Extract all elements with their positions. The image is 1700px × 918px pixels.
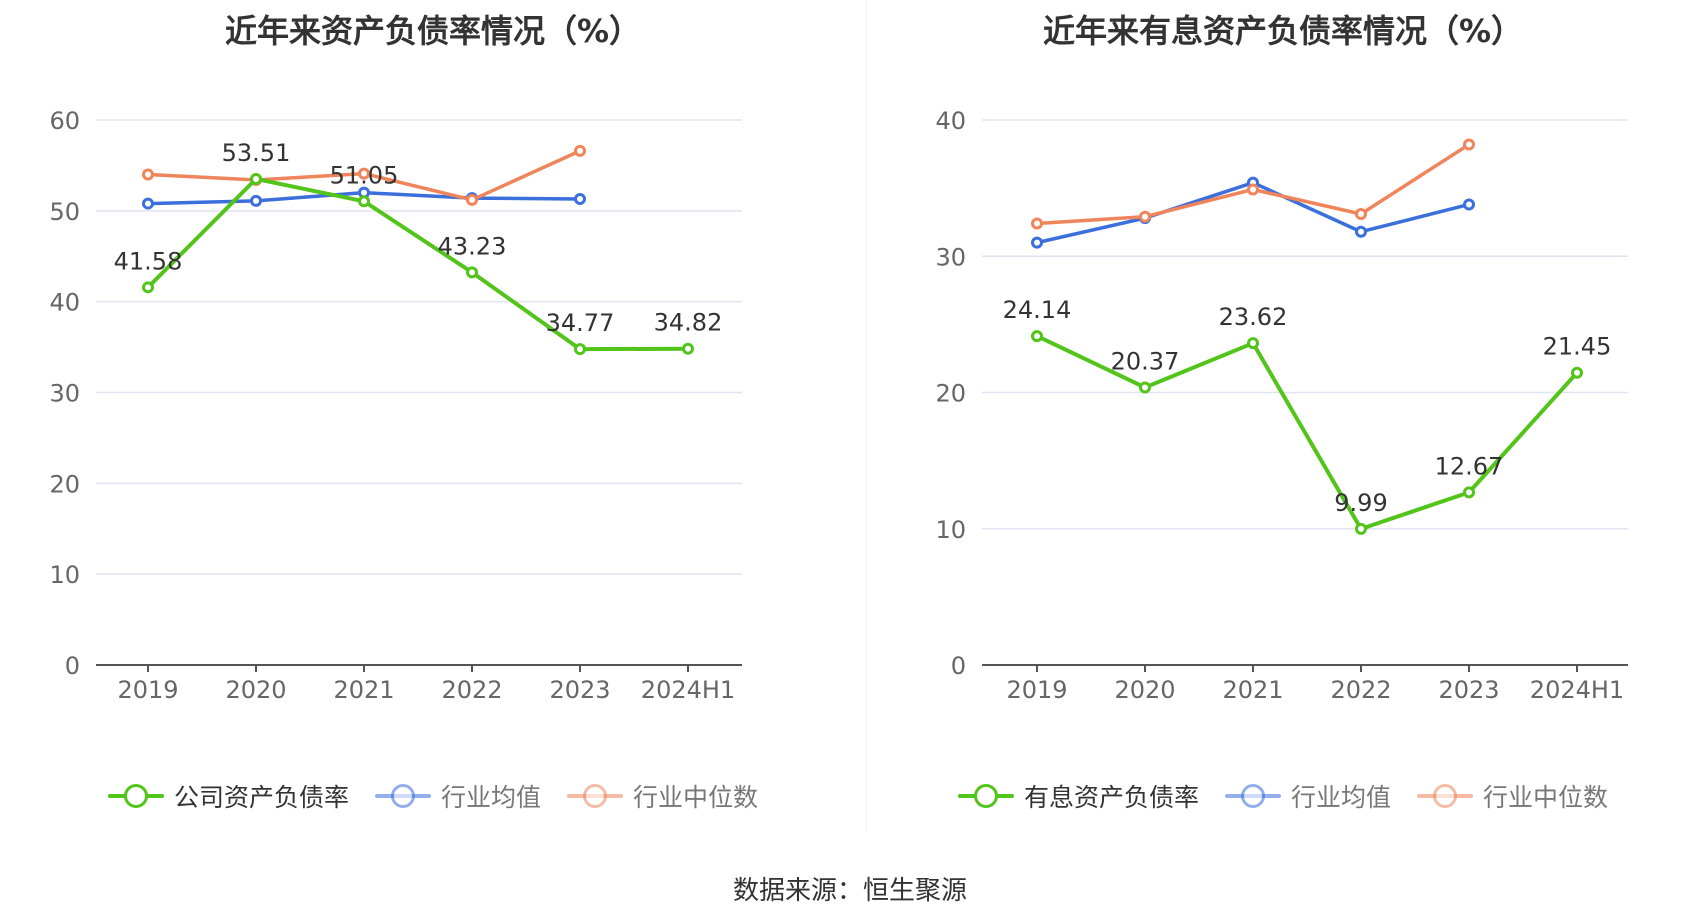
line-chart-interest-bearing: 0 10 20 30 40 2019 2020 2021 2022 2023 2024H1 24.14… xyxy=(935,107,1628,704)
x-tick-label: 2022 xyxy=(441,676,502,704)
data-label: 23.62 xyxy=(1219,303,1288,331)
data-point xyxy=(142,168,154,181)
data-point xyxy=(1463,198,1475,211)
legend-label: 公司资产负债率 xyxy=(173,783,349,812)
x-tick-label: 2019 xyxy=(117,676,178,704)
x-tick-label: 2021 xyxy=(1222,676,1283,704)
legend-item[interactable]: 行业均值 xyxy=(374,778,541,814)
data-label: 34.77 xyxy=(546,309,615,337)
y-tick-label: 60 xyxy=(49,107,80,135)
data-source: 数据来源：恒生聚源 xyxy=(732,876,967,906)
data-point xyxy=(142,197,154,210)
legend-marker-icon xyxy=(567,784,623,808)
legend-marker-icon xyxy=(1224,784,1281,808)
legend-label: 有息资产负债率 xyxy=(1023,783,1199,812)
chart-legend: 公司资产负债率 行业均值 行业中位数 xyxy=(0,778,866,814)
data-point xyxy=(1571,366,1583,379)
legend-marker-icon xyxy=(107,784,164,808)
data-label: 12.67 xyxy=(1435,452,1504,480)
series-2 xyxy=(1031,138,1475,230)
legend-label: 行业均值 xyxy=(1290,783,1391,812)
x-tick-label: 2023 xyxy=(549,676,610,704)
y-tick-label: 0 xyxy=(65,652,80,680)
data-point xyxy=(358,167,370,180)
data-point xyxy=(466,266,478,279)
chart-panel-interest-bearing: 近年来有息资产负债率情况（%） 0 10 20 30 40 2019 2020 2021 202… xyxy=(866,0,1700,830)
x-tick-label: 2021 xyxy=(333,676,394,704)
data-label: 43.23 xyxy=(438,232,507,260)
data-label: 21.45 xyxy=(1543,333,1612,361)
legend-item[interactable]: 行业均值 xyxy=(1224,778,1391,814)
data-point xyxy=(358,195,370,208)
data-point xyxy=(466,193,478,206)
data-label: 51.05 xyxy=(330,161,399,189)
data-label: 41.58 xyxy=(114,247,183,275)
data-label: 9.99 xyxy=(1334,489,1387,517)
data-point xyxy=(682,342,694,355)
x-tick-label: 2024H1 xyxy=(641,676,735,704)
data-point xyxy=(1247,183,1259,196)
y-tick-label: 40 xyxy=(935,107,966,135)
data-point xyxy=(1031,330,1043,343)
data-point xyxy=(1355,225,1367,238)
series-line xyxy=(1036,334,1579,531)
x-tick-label: 2024H1 xyxy=(1530,676,1624,704)
x-tick-label: 2023 xyxy=(1438,676,1499,704)
data-point xyxy=(1463,138,1475,151)
data-point xyxy=(1355,208,1367,221)
y-tick-label: 50 xyxy=(49,198,80,226)
data-point xyxy=(1463,486,1475,499)
data-label: 24.14 xyxy=(1003,296,1072,324)
data-point xyxy=(574,343,586,356)
data-point xyxy=(1247,337,1259,350)
data-point xyxy=(1139,210,1151,223)
legend-item[interactable]: 行业中位数 xyxy=(567,778,758,814)
chart-panel-asset-liability: 近年来资产负债率情况（%） 0 10 20 30 40 50 60 2019 2020 2021 2… xyxy=(0,0,866,830)
chart-legend: 有息资产负债率 行业均值 行业中位数 xyxy=(866,778,1700,814)
data-point xyxy=(250,194,262,207)
data-point xyxy=(250,172,262,185)
legend-label: 行业中位数 xyxy=(1483,783,1609,812)
series-0 xyxy=(1031,330,1583,535)
legend-marker-icon xyxy=(1417,784,1473,808)
x-tick-label: 2020 xyxy=(225,676,286,704)
data-point xyxy=(1031,236,1043,249)
legend-item[interactable]: 有息资产负债率 xyxy=(957,778,1199,814)
legend-item[interactable]: 公司资产负债率 xyxy=(107,778,349,814)
legend-label: 行业中位数 xyxy=(633,783,759,812)
data-point xyxy=(574,144,586,157)
y-tick-label: 20 xyxy=(49,470,80,498)
series-0 xyxy=(142,172,694,356)
legend-marker-icon xyxy=(374,784,431,808)
y-tick-label: 10 xyxy=(49,561,80,589)
data-label: 53.51 xyxy=(222,139,291,167)
chart-title: 近年来资产负债率情况（%） xyxy=(224,12,642,50)
y-tick-label: 0 xyxy=(951,652,966,680)
data-point xyxy=(1355,522,1367,535)
data-point xyxy=(142,281,154,294)
chart-title: 近年来有息资产负债率情况（%） xyxy=(1042,12,1524,50)
data-point xyxy=(1139,381,1151,394)
line-chart-asset-liability: 0 10 20 30 40 50 60 2019 2020 2021 2022 2023 2024H1 4… xyxy=(49,107,742,704)
x-tick-label: 2022 xyxy=(1330,676,1391,704)
data-point xyxy=(1031,217,1043,230)
legend-marker-icon xyxy=(957,784,1014,808)
data-point xyxy=(574,193,586,206)
y-tick-label: 10 xyxy=(935,516,966,544)
panel-divider xyxy=(866,0,867,830)
y-tick-label: 30 xyxy=(49,380,80,408)
y-tick-label: 20 xyxy=(935,380,966,408)
data-label: 34.82 xyxy=(654,309,723,337)
legend-label: 行业均值 xyxy=(440,783,541,812)
series-line xyxy=(146,176,689,352)
legend-item[interactable]: 行业中位数 xyxy=(1417,778,1608,814)
y-tick-label: 30 xyxy=(935,243,966,271)
x-tick-label: 2020 xyxy=(1114,676,1175,704)
y-tick-label: 40 xyxy=(49,289,80,317)
data-label: 20.37 xyxy=(1111,347,1180,375)
x-tick-label: 2019 xyxy=(1006,676,1067,704)
